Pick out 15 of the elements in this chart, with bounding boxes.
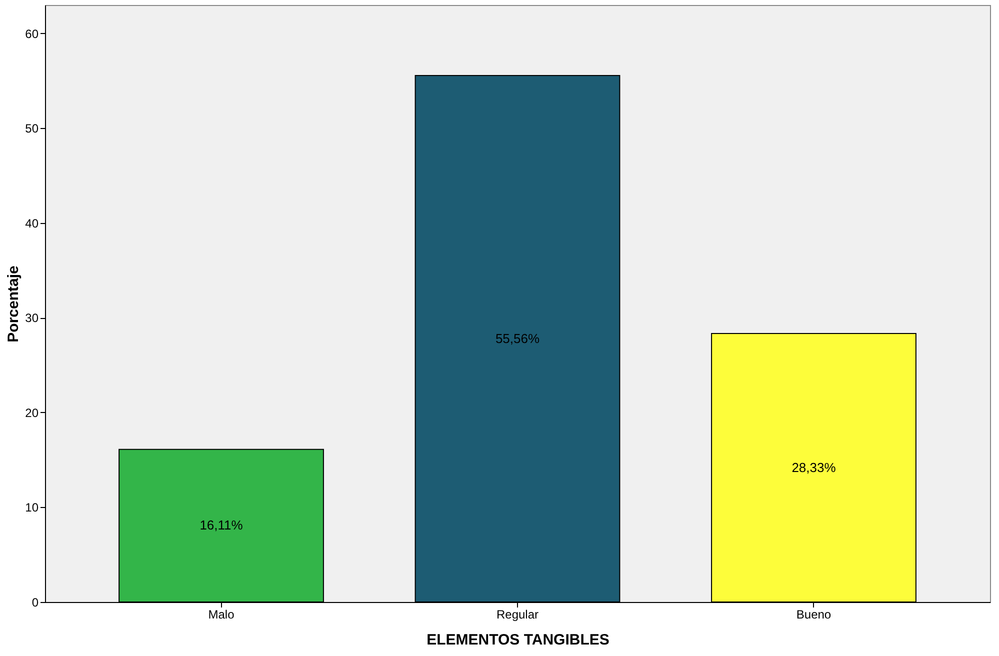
x-tick-label: Bueno (796, 608, 832, 622)
data-label: 55,56% (495, 330, 540, 346)
x-tick-label: Malo (208, 608, 235, 622)
y-tick-label: 50 (25, 122, 39, 136)
y-tick-label: 20 (25, 406, 39, 420)
data-label: 16,11% (200, 518, 244, 533)
y-axis-title: Porcentaje (5, 266, 22, 342)
y-tick-label: 10 (25, 500, 39, 515)
y-tick-label: 0 (32, 596, 39, 610)
x-axis-title: ELEMENTOS TANGIBLES (426, 632, 610, 648)
data-label: 28,33% (792, 460, 836, 475)
y-tick-label: 30 (25, 311, 39, 326)
y-tick-label: 60 (25, 26, 39, 41)
x-tick-label: Regular (496, 608, 539, 622)
y-tick-label: 40 (25, 216, 39, 230)
